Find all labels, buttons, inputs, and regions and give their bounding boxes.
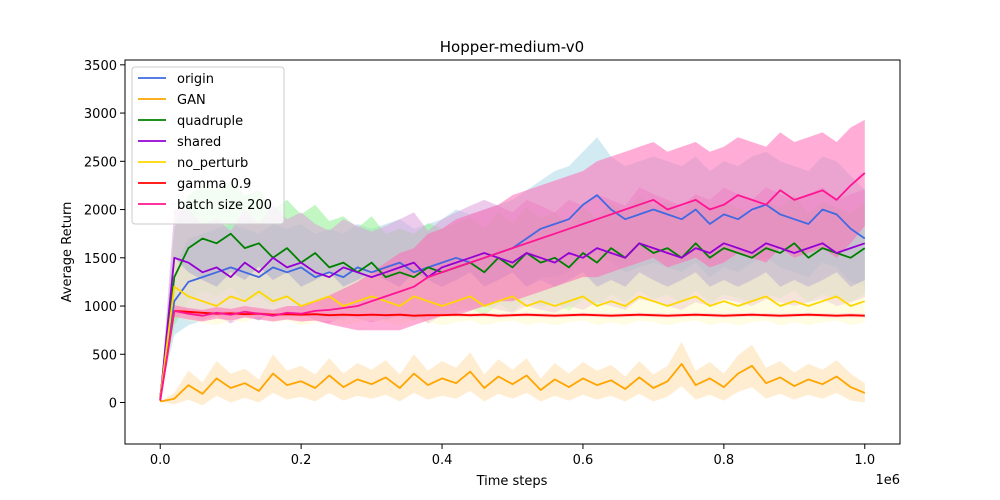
line-no-perturb xyxy=(159,285,866,399)
plot-frame xyxy=(124,59,901,445)
y-tick-label: 500 xyxy=(92,348,117,363)
legend-label: origin xyxy=(177,72,214,87)
line-gan xyxy=(160,362,866,403)
y-axis-label: Average Return xyxy=(60,202,75,303)
y-tick-label: 1500 xyxy=(84,252,117,267)
x-tick-label: 0.2 xyxy=(291,453,312,468)
band-batch-size-200 xyxy=(160,119,865,401)
series-lines xyxy=(159,172,866,403)
y-tick-label: 0 xyxy=(109,397,117,412)
legend-box xyxy=(131,66,285,225)
x-tick-label: 1.0 xyxy=(854,453,875,468)
x-offset-label: 1e6 xyxy=(875,473,900,488)
legend-label: no_perturb xyxy=(177,156,248,171)
x-axis: 0.0 0.2 0.4 0.6 0.8 1.0 xyxy=(150,444,875,468)
legend-label: GAN xyxy=(177,93,206,108)
x-tick-label: 0.4 xyxy=(432,453,453,468)
line-batch-size-200 xyxy=(159,172,866,401)
y-tick-label: 3500 xyxy=(84,59,117,74)
legend-label: quadruple xyxy=(177,114,243,129)
legend: origin GAN quadruple shared no_perturbgamma … xyxy=(131,66,285,225)
line-shared xyxy=(159,242,866,400)
y-tick-label: 1000 xyxy=(84,300,117,315)
legend-label: gamma 0.9 xyxy=(177,177,251,192)
x-axis-label: Time steps xyxy=(476,474,548,489)
x-tick-label: 0.8 xyxy=(714,453,735,468)
y-axis: 0 500 1000 1500 2000 2500 3000 3500 xyxy=(84,59,125,412)
band-gan xyxy=(160,341,865,406)
legend-label: batch size 200 xyxy=(177,198,272,213)
line-quadruple xyxy=(159,232,866,398)
x-tick-label: 0.0 xyxy=(150,453,171,468)
y-tick-label: 2000 xyxy=(84,204,117,219)
chart-title: Hopper-medium-v0 xyxy=(440,38,584,56)
x-tick-label: 0.6 xyxy=(573,453,594,468)
y-tick-label: 2500 xyxy=(84,155,117,170)
y-tick-label: 3000 xyxy=(84,107,117,122)
legend-label: shared xyxy=(177,135,221,150)
